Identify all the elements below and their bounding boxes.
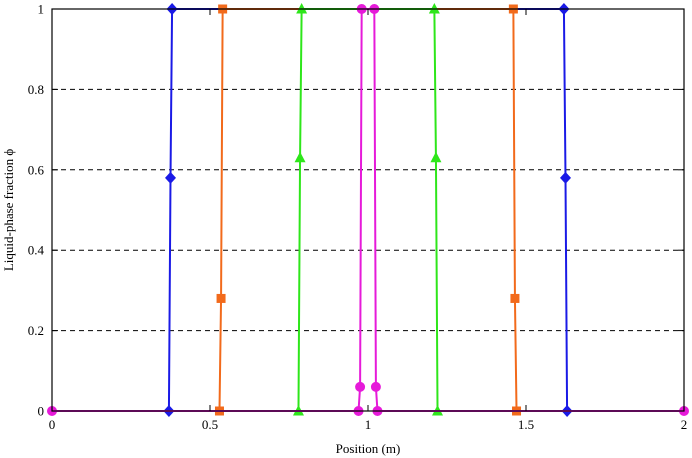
data-point (370, 381, 381, 392)
y-tick-label: 0 (38, 404, 45, 419)
series-line-0 (52, 8, 684, 412)
x-tick-label: 2 (681, 417, 688, 432)
y-axis-label: Liquid-phase fraction ϕ (1, 149, 16, 272)
y-tick-label: 0.2 (28, 323, 44, 338)
series-group (47, 3, 689, 417)
y-tick-label: 1 (38, 2, 45, 17)
y-tick-label: 0.8 (28, 82, 44, 97)
x-tick-label: 0.5 (202, 417, 218, 432)
data-point (294, 151, 306, 163)
data-point (428, 3, 440, 14)
series-line-1 (52, 8, 684, 412)
x-axis-label: Position (m) (336, 441, 401, 456)
y-tick-label: 0.6 (28, 162, 45, 177)
x-tick-label: 1 (365, 417, 372, 432)
data-point (510, 293, 520, 303)
data-point (165, 171, 176, 184)
data-point (216, 293, 226, 303)
data-point (296, 3, 308, 14)
grid-lines (52, 88, 684, 332)
data-point (355, 381, 366, 392)
axis-ticks: 0 0.5 1 1.5 2 0 0.2 0.4 0.6 0.8 1 (28, 2, 688, 433)
plot-frame (51, 8, 685, 412)
series-line-2 (52, 8, 684, 412)
series-line-3 (52, 8, 684, 412)
data-point (430, 151, 442, 163)
x-tick-label: 1.5 (518, 417, 534, 432)
y-tick-label: 0.4 (28, 243, 45, 258)
data-point (560, 171, 571, 184)
x-tick-label: 0 (49, 417, 56, 432)
